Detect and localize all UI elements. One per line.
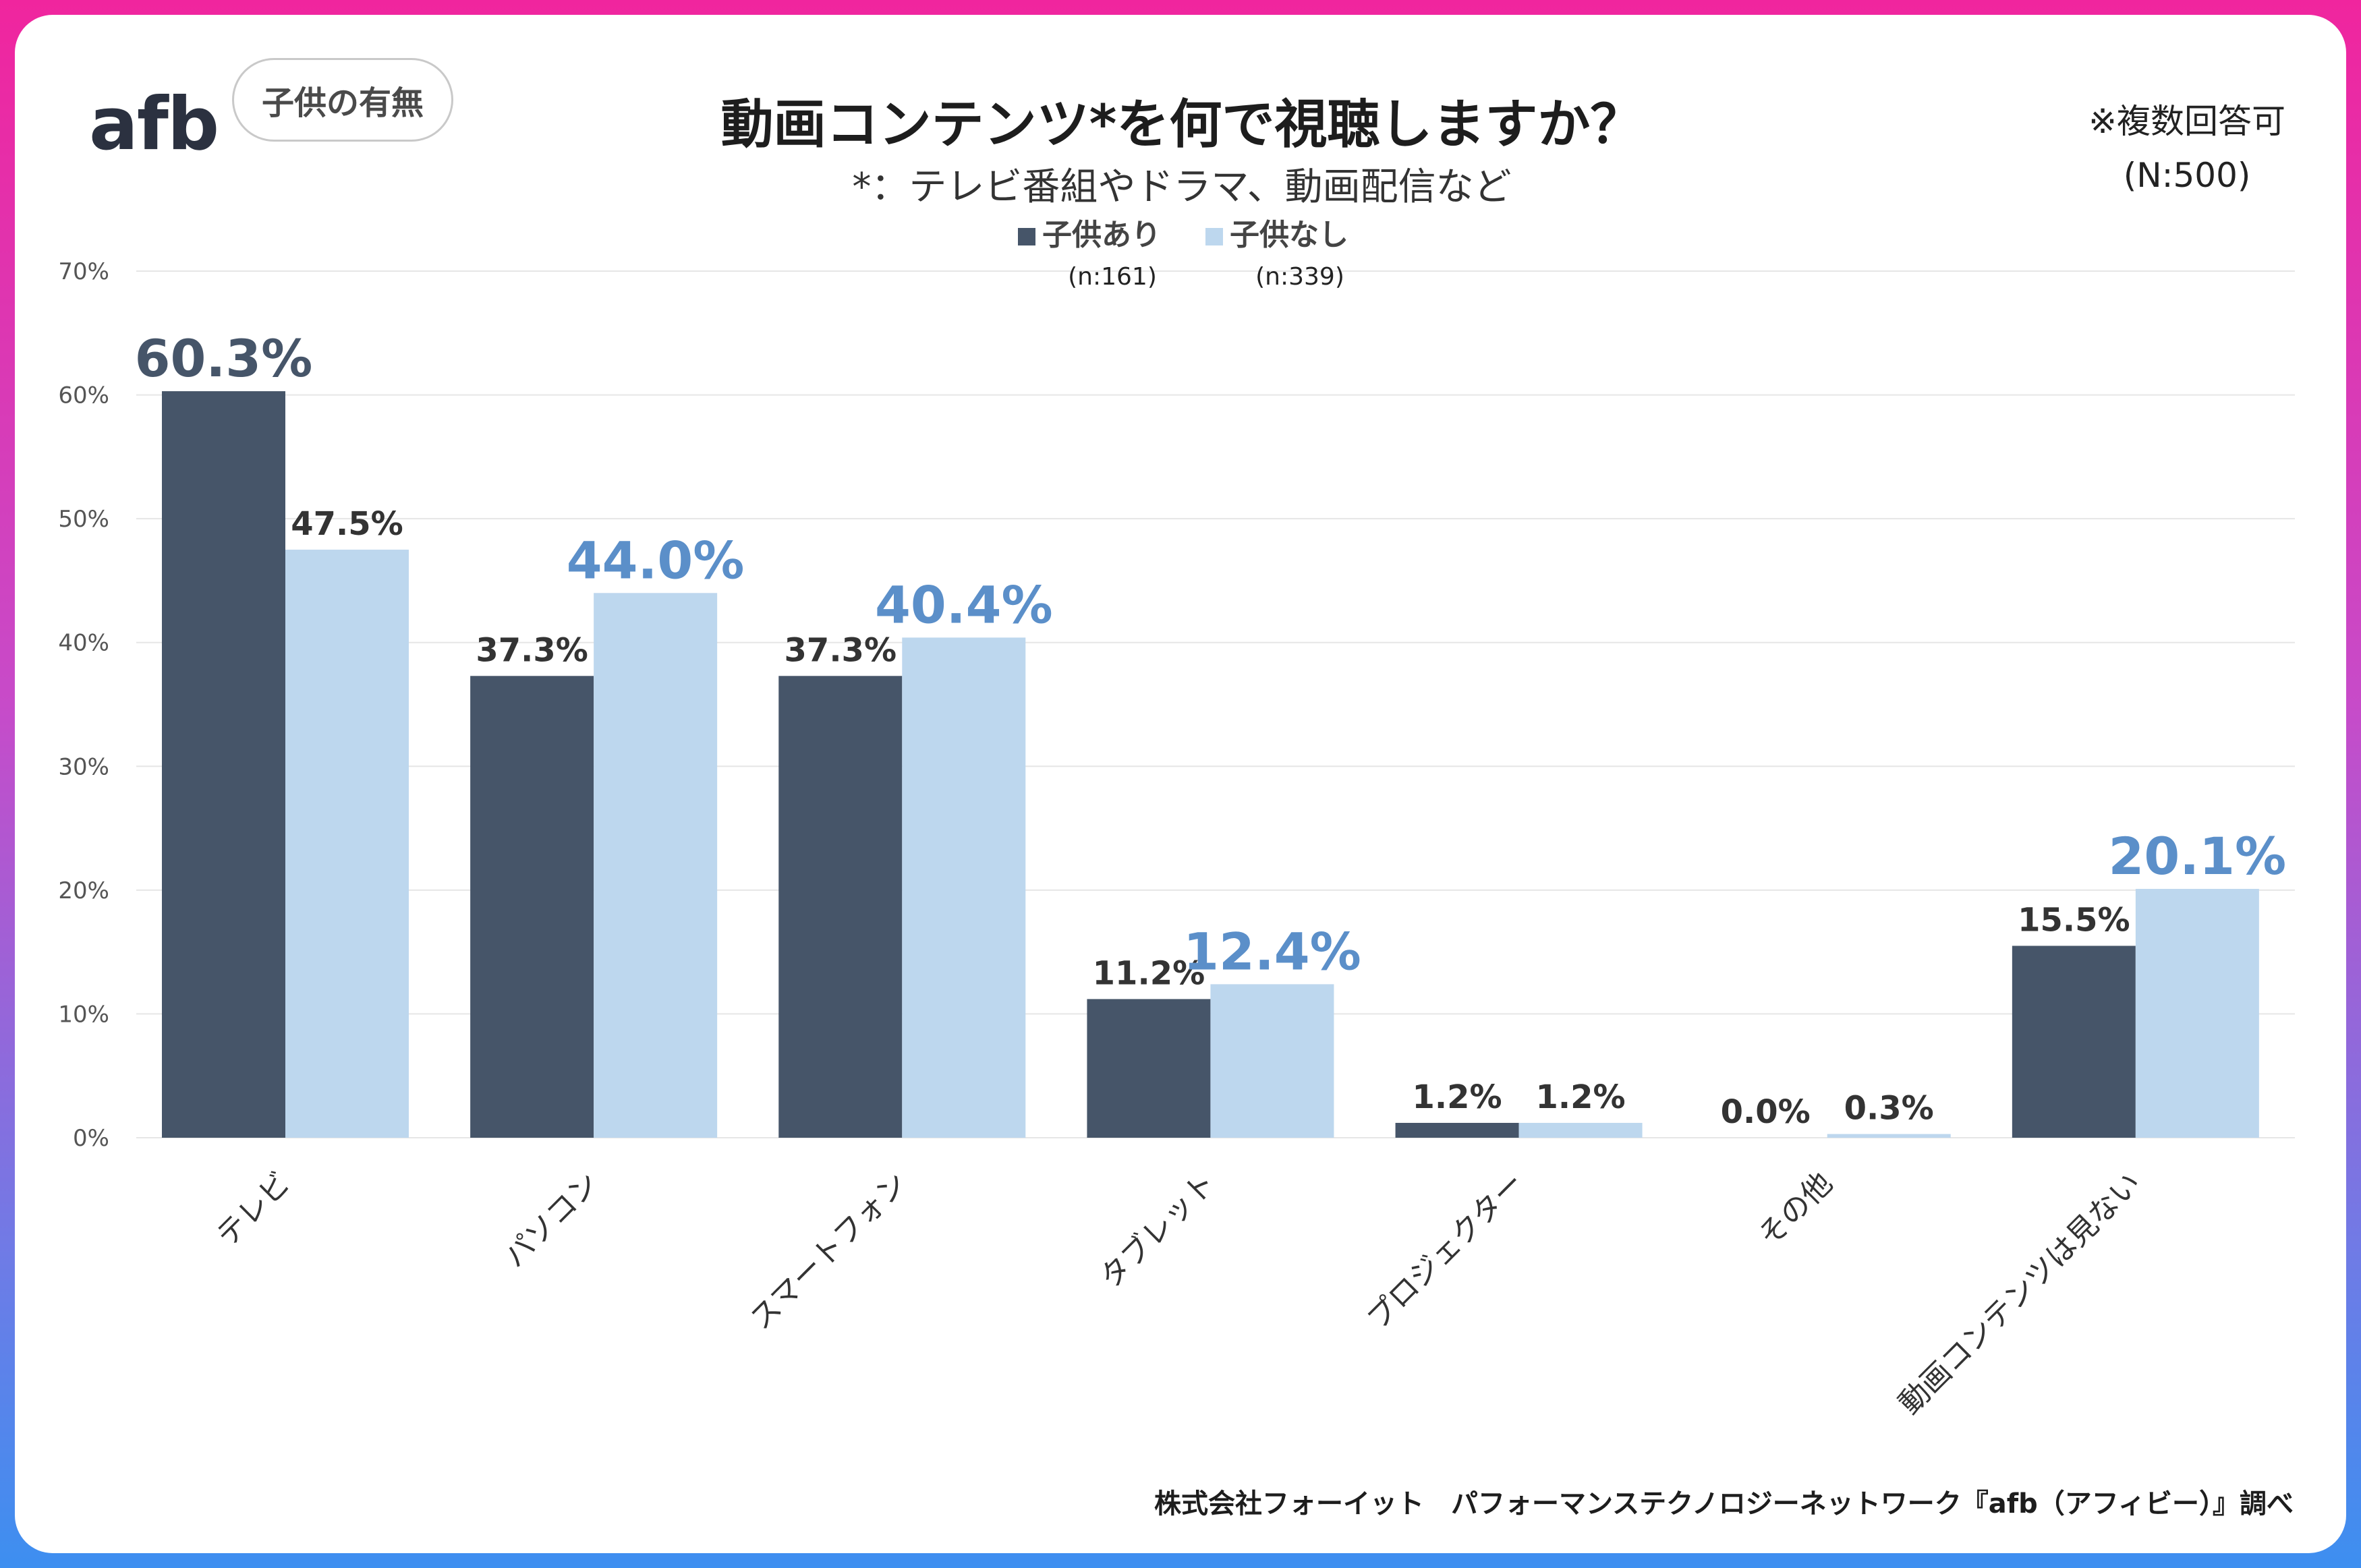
legend-label-2: 子供なし xyxy=(1230,218,1348,252)
y-tick-label-10: 10% xyxy=(58,1001,109,1028)
data-label-1-1: 37.3% xyxy=(476,631,588,669)
bar-2-0 xyxy=(285,550,409,1138)
bars xyxy=(162,391,2259,1138)
sample-size-note: (N:500) xyxy=(2123,156,2251,195)
y-tick-label-60: 60% xyxy=(58,382,109,409)
data-label-1-5: 0.0% xyxy=(1721,1093,1811,1131)
data-label-2-6: 20.1% xyxy=(2109,826,2287,886)
y-axis-ticks: 0% 10% 20% 30% 40% 50% 60% 70% xyxy=(58,258,109,1152)
category-label-4: プロジェクター xyxy=(1361,1166,1531,1337)
bar-chart: 0%10%20%30%40%50%60%70% 60.3%47.5%37.3%4… xyxy=(58,218,2295,1421)
source-credit: 株式会社フォーイット パフォーマンステクノロジーネットワーク『afb（アフィビー… xyxy=(1154,1488,2294,1519)
data-label-1-6: 15.5% xyxy=(2018,901,2130,939)
bar-2-6 xyxy=(2135,889,2259,1138)
data-label-2-2: 40.4% xyxy=(875,575,1053,635)
category-label-1: パソコン xyxy=(497,1166,606,1275)
legend-n-2: (n:339) xyxy=(1255,263,1344,291)
y-tick-label-40: 40% xyxy=(58,630,109,657)
bar-1-6 xyxy=(2012,946,2136,1138)
bar-2-5 xyxy=(1827,1134,1951,1138)
subset-badge: 子供の有無 xyxy=(232,58,453,142)
category-labels: テレビ パソコン スマートフォン タブレット プロジェクター その他 動画コンテンツは見ない xyxy=(210,1166,2147,1421)
category-label-0: テレビ xyxy=(210,1166,297,1253)
bar-1-1 xyxy=(470,676,594,1138)
afb-logo: afb xyxy=(89,55,237,177)
y-tick-label-0: 0% xyxy=(73,1125,109,1152)
bar-2-3 xyxy=(1210,984,1334,1138)
legend-swatch-2 xyxy=(1205,228,1223,245)
bar-1-2 xyxy=(778,676,903,1138)
chart-subtitle: *：テレビ番組やドラマ、動画配信など xyxy=(852,165,1512,209)
logo-wordmark: afb xyxy=(89,82,219,167)
chart-title: 動画コンテンツ*を何で視聴しますか？ xyxy=(720,94,1643,155)
category-label-6: 動画コンテンツは見ない xyxy=(1892,1166,2147,1421)
bar-2-2 xyxy=(902,637,1026,1138)
y-tick-label-70: 70% xyxy=(58,258,109,285)
data-label-2-0: 47.5% xyxy=(291,505,403,543)
bar-2-4 xyxy=(1518,1122,1643,1138)
afb-logo-text: afb xyxy=(89,82,219,167)
bar-1-4 xyxy=(1395,1122,1519,1138)
data-label-1-3: 11.2% xyxy=(1093,954,1205,992)
category-label-5: その他 xyxy=(1752,1166,1839,1253)
legend: 子供あり (n:161) 子供なし (n:339) xyxy=(1018,218,1348,291)
legend-label-1: 子供あり xyxy=(1042,218,1161,252)
legend-swatch-1 xyxy=(1018,228,1035,245)
data-label-2-3: 12.4% xyxy=(1183,921,1361,981)
answer-note: ※複数回答可 (N:500) xyxy=(2088,94,2285,202)
data-label-2-1: 44.0% xyxy=(567,530,745,590)
data-label-2-4: 1.2% xyxy=(1536,1078,1626,1116)
data-label-2-5: 0.3% xyxy=(1844,1089,1934,1127)
legend-n-1: (n:161) xyxy=(1068,263,1157,291)
bar-1-3 xyxy=(1087,999,1211,1138)
y-tick-label-50: 50% xyxy=(58,506,109,533)
chart-card: afb 子供の有無 動画コンテンツ*を何で視聴しますか？ *：テレビ番組やドラマ… xyxy=(15,15,2346,1553)
y-tick-label-30: 30% xyxy=(58,753,109,780)
data-labels: 60.3%47.5%37.3%44.0%37.3%40.4%11.2%12.4%… xyxy=(135,328,2287,1131)
data-label-1-0: 60.3% xyxy=(135,328,313,388)
category-label-3: タブレット xyxy=(1093,1166,1223,1296)
multiple-answer-note: ※複数回答可 xyxy=(2088,102,2285,141)
data-label-1-2: 37.3% xyxy=(785,631,897,669)
bar-2-1 xyxy=(594,593,718,1138)
category-label-2: スマートフォン xyxy=(743,1166,914,1337)
data-label-1-4: 1.2% xyxy=(1413,1078,1502,1116)
y-tick-label-20: 20% xyxy=(58,877,109,904)
bar-1-0 xyxy=(162,391,285,1138)
